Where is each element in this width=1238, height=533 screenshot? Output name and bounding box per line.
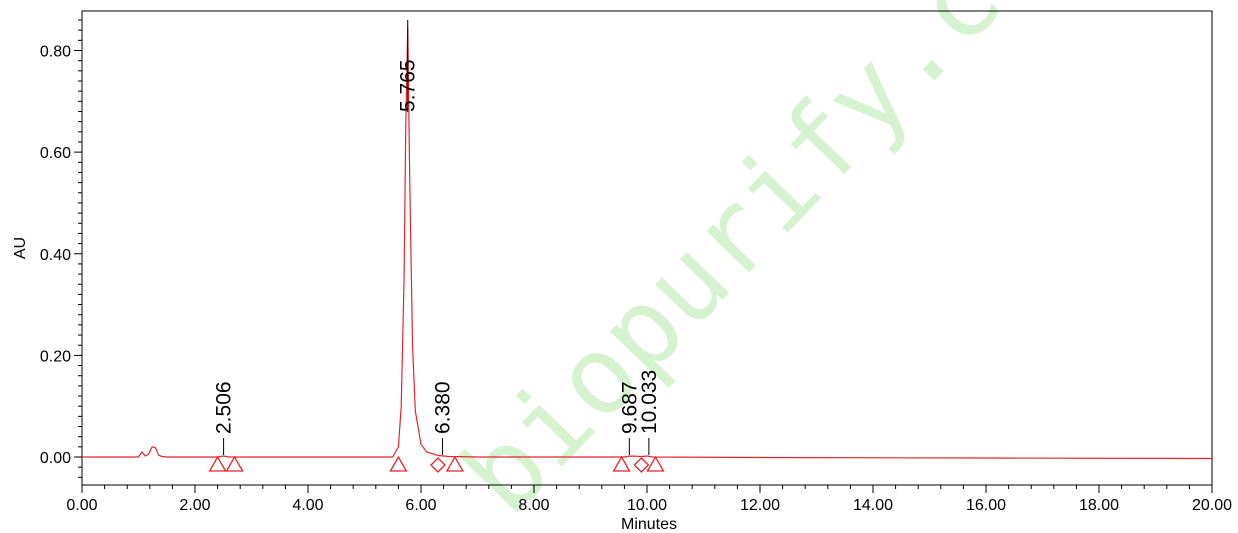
integration-markers bbox=[208, 455, 665, 473]
x-axis-title: Minutes bbox=[621, 516, 677, 533]
y-tick-label: 0.40 bbox=[40, 247, 71, 264]
x-tick-label: 12.00 bbox=[740, 497, 780, 514]
baseline-diamond-marker bbox=[430, 457, 446, 473]
x-tick-label: 10.00 bbox=[627, 497, 667, 514]
y-axis: 0.00 0.20 0.40 0.60 0.80 bbox=[40, 19, 82, 478]
baseline-triangle-marker bbox=[646, 455, 665, 472]
baseline-diamond-marker bbox=[633, 457, 650, 473]
baseline-triangle-marker bbox=[612, 455, 631, 472]
x-tick-label: 20.00 bbox=[1192, 497, 1232, 514]
y-tick-label: 0.00 bbox=[40, 450, 71, 467]
x-tick-label: 14.00 bbox=[853, 497, 893, 514]
x-tick-label: 16.00 bbox=[966, 497, 1006, 514]
peak-retention-label: 6.380 bbox=[431, 381, 454, 434]
watermark: biopurify.com bbox=[439, 0, 1116, 533]
peak-retention-label: 9.687 bbox=[618, 381, 641, 434]
x-tick-label: 0.00 bbox=[66, 497, 97, 514]
peak-retention-label: 10.033 bbox=[638, 370, 661, 434]
y-tick-label: 0.20 bbox=[40, 348, 71, 365]
baseline-triangle-marker bbox=[225, 455, 244, 472]
x-tick-label: 6.00 bbox=[405, 497, 436, 514]
chromatogram-trace bbox=[82, 27, 1213, 460]
y-tick-label: 0.60 bbox=[40, 145, 71, 162]
x-tick-label: 18.00 bbox=[1079, 497, 1119, 514]
y-tick-label: 0.80 bbox=[40, 44, 71, 61]
x-tick-label: 8.00 bbox=[518, 497, 549, 514]
peak-retention-label: 2.506 bbox=[213, 381, 236, 434]
baseline-triangle-marker bbox=[389, 455, 408, 472]
x-tick-label: 2.00 bbox=[179, 497, 210, 514]
watermark-text: biopurify.com bbox=[439, 0, 1116, 533]
peak-retention-label: 5.765 bbox=[397, 59, 420, 112]
x-tick-label: 4.00 bbox=[292, 497, 323, 514]
baseline-triangle-marker bbox=[208, 455, 227, 472]
y-axis-title: AU bbox=[12, 237, 29, 259]
x-axis: 0.00 2.00 4.00 6.00 8.00 10.00 12.00 14.00 16.00… bbox=[66, 485, 1232, 514]
baseline-triangle-marker bbox=[445, 455, 465, 472]
series-layer bbox=[82, 27, 1213, 460]
